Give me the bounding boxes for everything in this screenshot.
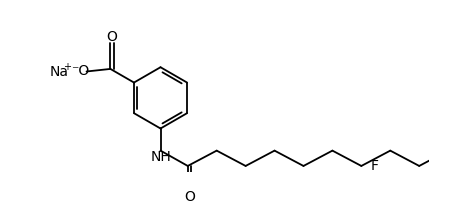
- Text: F: F: [370, 159, 378, 173]
- Text: O: O: [184, 190, 194, 202]
- Text: O: O: [106, 31, 117, 44]
- Text: Na: Na: [50, 65, 69, 79]
- Text: +: +: [63, 62, 70, 72]
- Text: ⁻O: ⁻O: [70, 64, 89, 79]
- Text: NH: NH: [150, 150, 170, 164]
